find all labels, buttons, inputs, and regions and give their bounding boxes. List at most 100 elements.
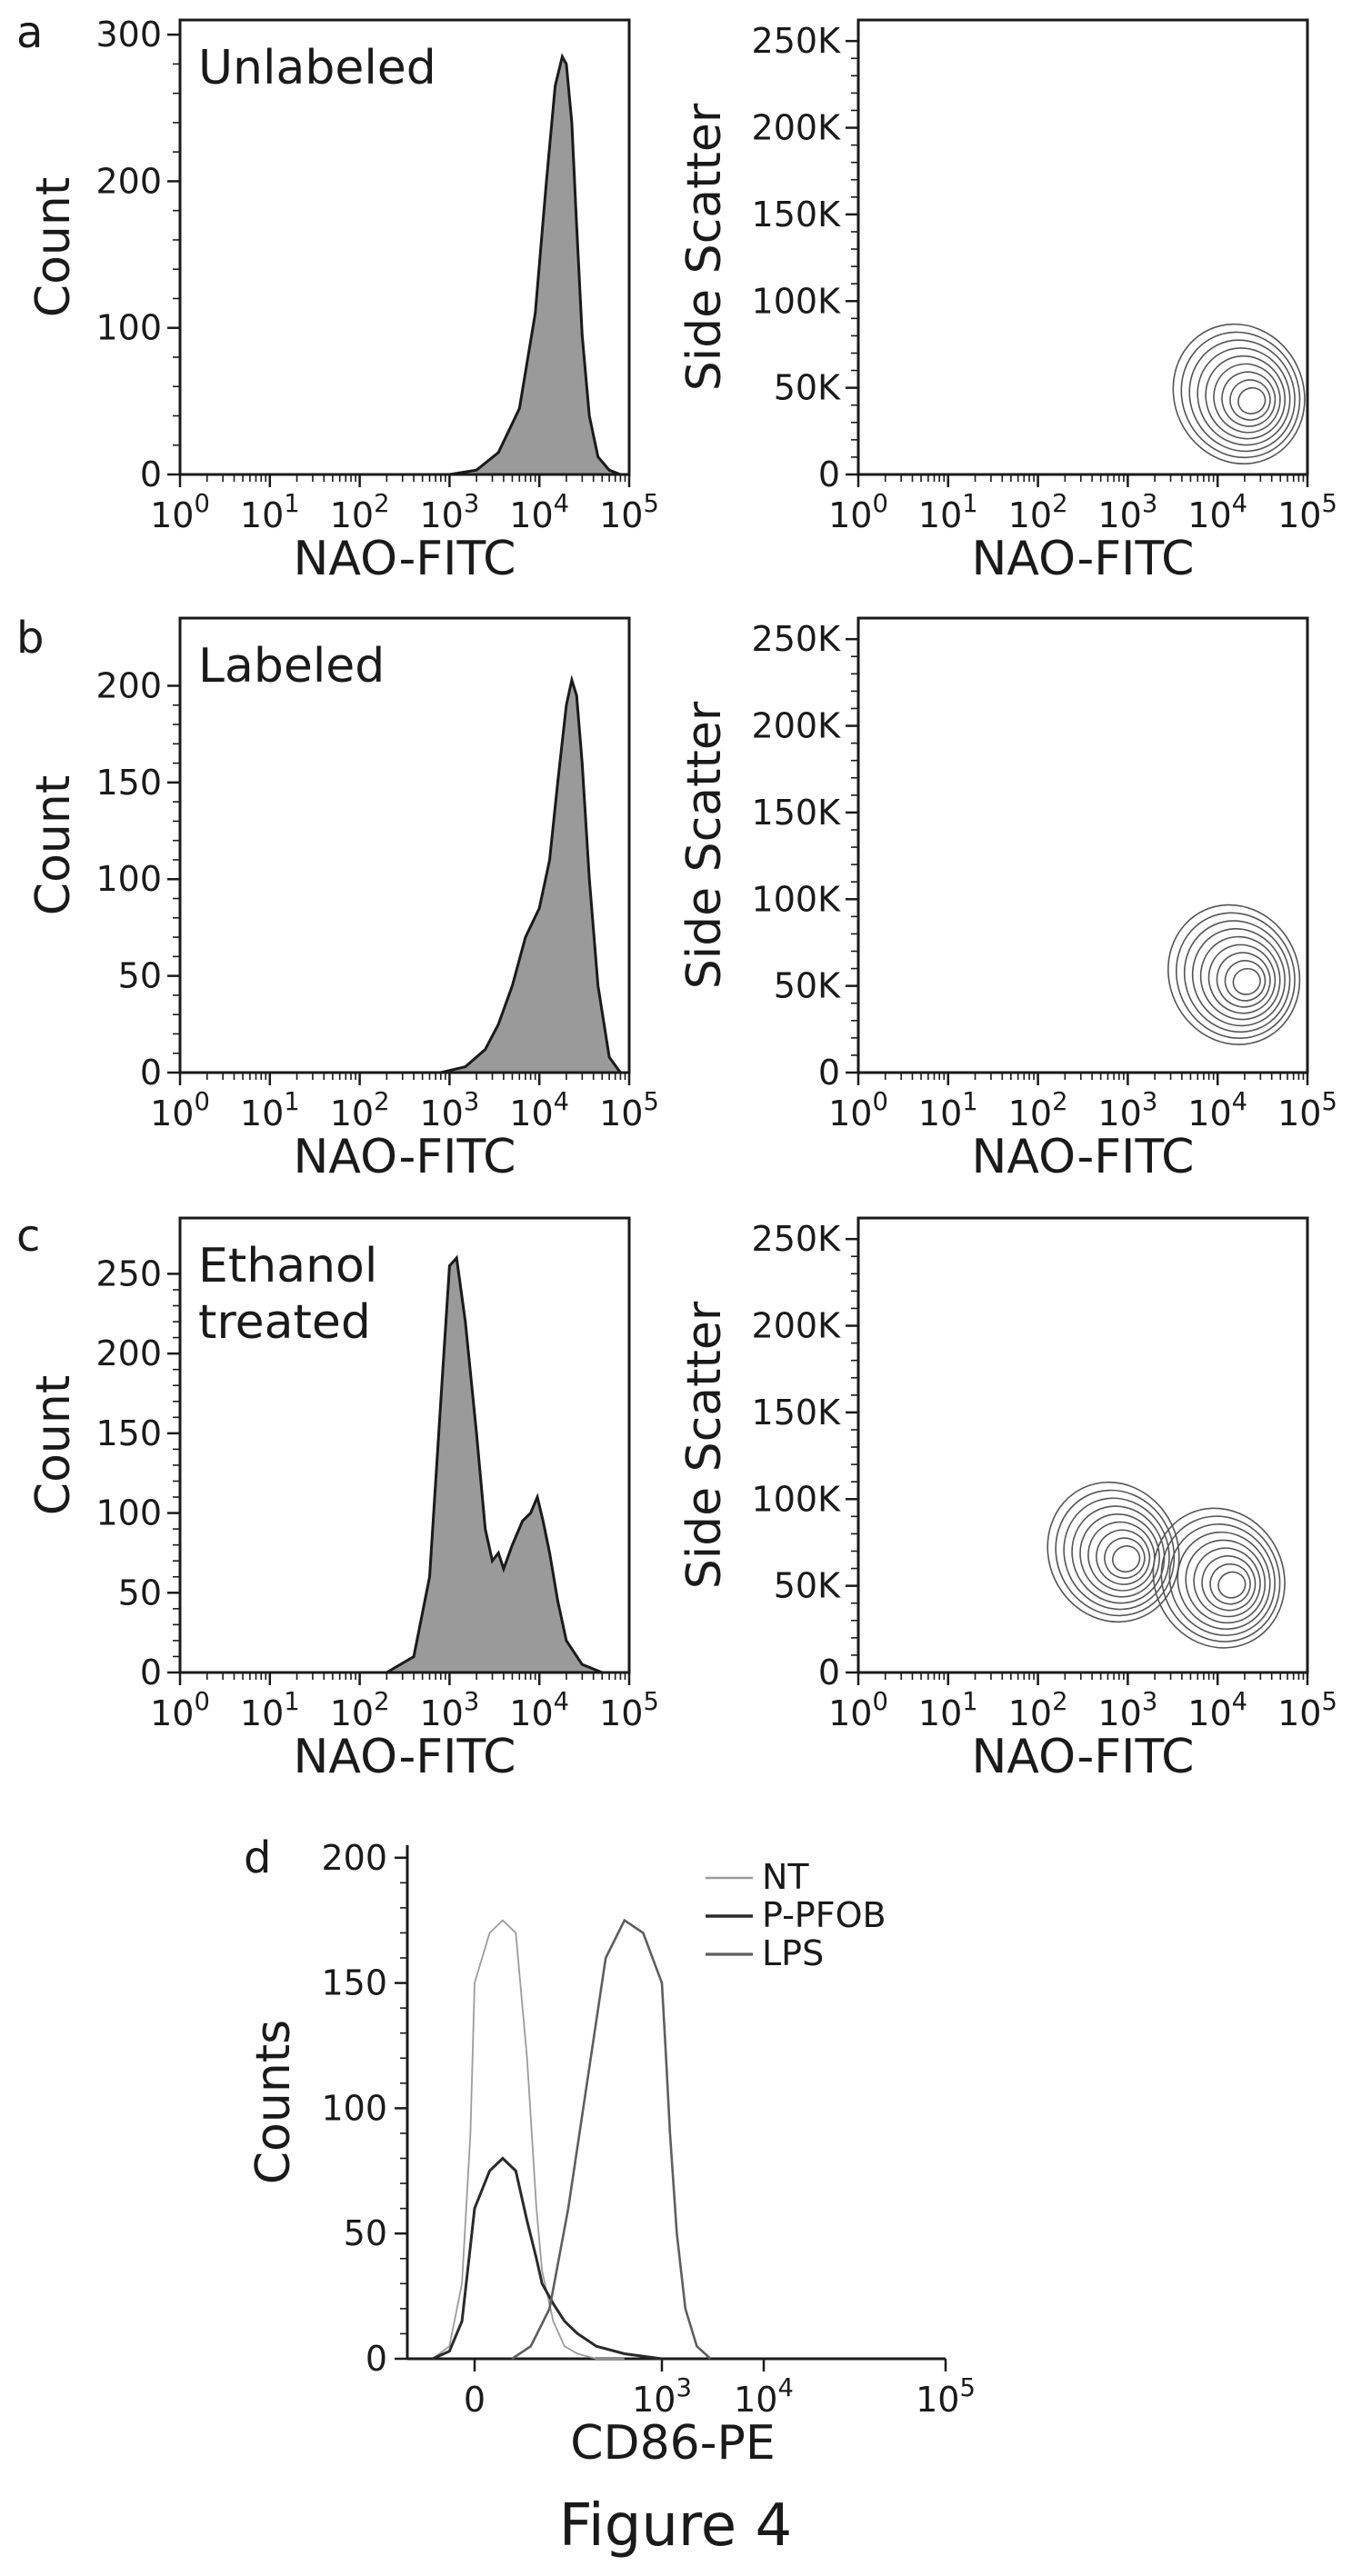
c-contour-contour-1-5 <box>1185 1539 1267 1624</box>
a-contour-xtick-label-2: 102 <box>1008 490 1068 535</box>
b-contour-contour-0-5 <box>1199 935 1281 1021</box>
a-hist-ytick-label-1: 100 <box>95 308 162 348</box>
b-hist-ytick-label-0: 0 <box>140 1053 162 1093</box>
a-contour-xtick-label-4: 104 <box>1187 490 1247 535</box>
c-hist-ytick-label-1: 50 <box>118 1573 162 1612</box>
b-hist-xtick-label-3: 103 <box>420 1088 480 1133</box>
c-contour-contour-1-8 <box>1160 1515 1281 1642</box>
chart-a-contour: 0 50K 100K 150K 200K 250K Side Scatter 100 101 10… <box>677 18 1337 586</box>
chart-b-histogram: 0 50 100 150 200 Count 100 101 102 103 104 105 NAO-F… <box>26 616 659 1184</box>
b-hist-xtick-label-4: 104 <box>509 1088 569 1133</box>
panel-letter-c: c <box>16 1211 40 1262</box>
c-contour-contour-0-1 <box>1112 1545 1141 1573</box>
d-ytick-label-1: 50 <box>344 2213 387 2253</box>
d-legend-label-1: P-PFOB <box>762 1895 886 1935</box>
c-contour-ytick-label-1: 50K <box>774 1566 841 1606</box>
chart-b-contour: 0 50K 100K 150K 200K 250K Side Scatter 100 101 10… <box>677 616 1337 1184</box>
a-contour-ytick-label-2: 100K <box>752 281 842 321</box>
b-hist-ytick-label-1: 50 <box>118 956 162 996</box>
d-xtick-label-2: 104 <box>734 2374 794 2420</box>
b-hist-xlabel: NAO-FITC <box>294 1130 516 1184</box>
a-contour-ylabel: Side Scatter <box>677 103 732 391</box>
a-hist-xtick-label-4: 104 <box>509 490 569 535</box>
c-contour-xtick-label-1: 101 <box>918 1688 978 1733</box>
a-contour-xtick-label-3: 103 <box>1098 490 1158 535</box>
a-contour-ytick-label-1: 50K <box>774 368 841 408</box>
c-contour-contour-0-4 <box>1087 1521 1156 1592</box>
c-hist-xtick-label-2: 102 <box>330 1688 390 1733</box>
b-hist-frame <box>178 616 631 1074</box>
a-hist-frame <box>178 18 631 476</box>
b-contour-contour-0-8 <box>1175 912 1296 1040</box>
c-hist-xlabel: NAO-FITC <box>294 1730 516 1784</box>
c-contour-contour-0-7 <box>1063 1497 1170 1611</box>
a-hist-xtick-label-5: 105 <box>599 490 659 535</box>
panel-letter-d: d <box>244 1832 271 1883</box>
c-contour-ytick-label-4: 200K <box>752 1306 842 1346</box>
c-contour-contour-0-5 <box>1079 1513 1160 1598</box>
b-contour-xtick-label-3: 103 <box>1098 1088 1158 1133</box>
c-contour-xtick-label-3: 103 <box>1098 1688 1158 1733</box>
b-hist-xtick-label-1: 101 <box>240 1088 300 1133</box>
c-contour-contour-1-4 <box>1193 1547 1261 1618</box>
b-hist-area <box>440 674 622 1074</box>
b-contour-xlabel: NAO-FITC <box>972 1130 1195 1184</box>
c-contour-contour-0-6 <box>1071 1505 1166 1604</box>
a-hist-ytick-label-2: 200 <box>95 161 162 201</box>
a-contour-xtick-label-1: 101 <box>918 490 978 535</box>
c-contour-ytick-label-3: 150K <box>752 1393 842 1433</box>
a-hist-xlabel: NAO-FITC <box>294 532 516 586</box>
b-contour-ytick-label-4: 200K <box>752 706 842 746</box>
c-hist-area <box>381 1254 603 1674</box>
c-hist-xtick-label-0: 100 <box>150 1688 210 1733</box>
a-contour-ytick-label-4: 200K <box>752 108 842 148</box>
c-hist-xtick-label-4: 104 <box>509 1688 569 1733</box>
c-contour-contour-1-9 <box>1152 1507 1286 1649</box>
a-contour-contour-0-1 <box>1237 386 1267 414</box>
b-hist-ytick-label-4: 200 <box>95 665 162 705</box>
c-hist-title: Ethanol treated <box>198 1239 377 1350</box>
a-contour-xtick-label-5: 105 <box>1277 490 1337 535</box>
c-hist-ylabel: Count <box>26 1375 81 1515</box>
b-contour-ytick-label-2: 100K <box>752 879 842 919</box>
a-contour-contour-0-9 <box>1172 323 1306 465</box>
c-contour-contour-0-8 <box>1055 1489 1176 1617</box>
c-hist-ytick-label-3: 150 <box>95 1413 162 1453</box>
c-contour-frame <box>856 1216 1309 1674</box>
c-contour-ylabel: Side Scatter <box>677 1301 732 1589</box>
b-hist-xtick-label-2: 102 <box>330 1088 390 1133</box>
d-series-nt-line <box>432 1919 625 2360</box>
c-contour-contour-0-3 <box>1096 1529 1151 1585</box>
d-ylabel: Counts <box>246 2020 301 2185</box>
d-series-lps-line <box>511 1918 712 2361</box>
b-contour-contour-0-1 <box>1232 967 1261 995</box>
c-contour-xtick-label-5: 105 <box>1277 1688 1337 1733</box>
c-contour-ytick-label-0: 0 <box>818 1652 840 1692</box>
chart-c-histogram: 0 50 100 150 200 250 Count 100 101 102 103 104 105 NA… <box>26 1216 659 1784</box>
d-series-p-pfob-line <box>432 2156 663 2361</box>
a-contour-contour-0-4 <box>1213 363 1281 434</box>
b-contour-ylabel: Side Scatter <box>677 701 732 989</box>
a-contour-ytick-label-5: 250K <box>752 21 842 61</box>
b-hist-title: Labeled <box>198 639 385 694</box>
c-contour-xtick-label-2: 102 <box>1008 1688 1068 1733</box>
c-contour-contour-1-2 <box>1209 1563 1251 1605</box>
b-hist-xtick-label-5: 105 <box>599 1088 659 1133</box>
b-contour-contour-0-2 <box>1224 960 1267 1002</box>
c-contour-xtick-label-4: 104 <box>1187 1688 1247 1733</box>
a-hist-xtick-label-2: 102 <box>330 490 390 535</box>
b-contour-frame <box>856 616 1309 1074</box>
d-ytick-label-2: 100 <box>321 2088 387 2128</box>
a-hist-xtick-label-0: 100 <box>150 490 210 535</box>
b-contour-contour-0-4 <box>1207 944 1277 1014</box>
c-contour-contour-1-6 <box>1177 1531 1271 1631</box>
a-contour-contour-0-3 <box>1221 371 1277 427</box>
a-hist-xtick-label-1: 101 <box>240 490 300 535</box>
a-contour-ytick-label-0: 0 <box>818 454 840 494</box>
c-contour-xlabel: NAO-FITC <box>972 1730 1195 1784</box>
c-contour-contour-1-7 <box>1168 1523 1276 1636</box>
c-hist-ytick-label-2: 100 <box>95 1493 162 1533</box>
b-contour-ytick-label-5: 250K <box>752 619 842 659</box>
